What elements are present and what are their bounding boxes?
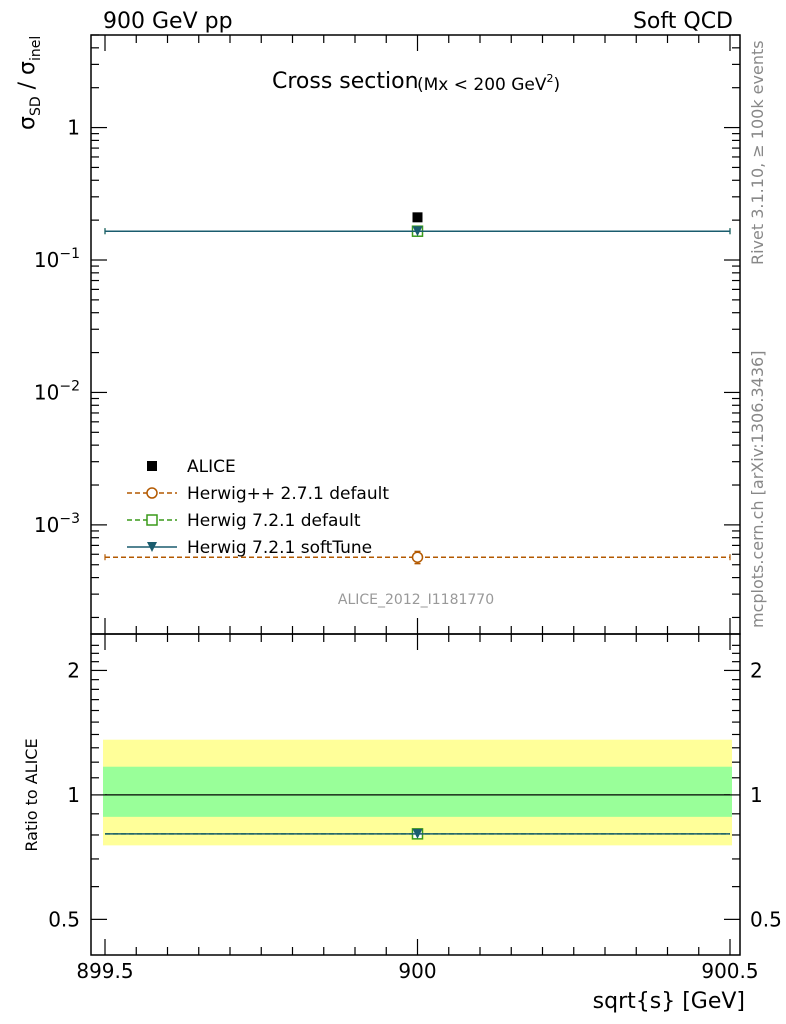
mcplots-label: mcplots.cern.ch [arXiv:1306.3436] bbox=[748, 351, 767, 628]
data-point bbox=[412, 226, 423, 237]
ratio-point bbox=[412, 828, 423, 839]
legend-label: Herwig 7.2.1 default bbox=[187, 511, 361, 531]
x-tick-label: 900 bbox=[398, 959, 436, 983]
legend: ALICE Herwig++ 2.7.1 default Herwig 7.2.1 … bbox=[127, 457, 389, 558]
x-tick-label: 899.5 bbox=[76, 959, 133, 983]
legend-marker bbox=[147, 461, 157, 471]
main-title: Cross section bbox=[272, 69, 419, 94]
legend-marker bbox=[146, 487, 158, 499]
legend-label: ALICE bbox=[187, 457, 236, 477]
ratio-y-tick-label-right: 1 bbox=[750, 783, 763, 807]
legend-entry: Herwig 7.2.1 default bbox=[127, 511, 361, 531]
x-axis-label: sqrt{s} [GeV] bbox=[593, 989, 745, 1014]
series-herwig-7-2-1-softtune bbox=[104, 226, 731, 237]
ratio-y-tick-label: 2 bbox=[67, 658, 80, 682]
main-ylabel: σSD / σinel bbox=[15, 36, 44, 130]
series-alice bbox=[412, 212, 423, 223]
ratio-y-tick-label: 0.5 bbox=[48, 907, 80, 931]
main-y-tick-label: 10−3 bbox=[34, 511, 80, 537]
ratio-y-tick-label: 1 bbox=[67, 783, 80, 807]
rivet-label: Rivet 3.1.10, ≥ 100k events bbox=[748, 40, 767, 265]
legend-entry: Herwig++ 2.7.1 default bbox=[127, 484, 389, 504]
ratio-series-herwig-7-2-1-softtune bbox=[105, 828, 730, 839]
main-y-tick-label: 10−2 bbox=[34, 378, 80, 404]
ratio-ylabel: Ratio to ALICE bbox=[22, 738, 41, 851]
legend-entry: ALICE bbox=[147, 457, 236, 477]
ratio-panel: 2 2 1 1 0.5 0.5 899.5 900 900.5 Ratio to ALICE s… bbox=[22, 633, 782, 1014]
main-y-tick-label: 1 bbox=[67, 116, 80, 140]
legend-label: Herwig++ 2.7.1 default bbox=[187, 484, 389, 504]
main-panel: 1 10−1 10−2 10−3 Cross section (Mx < 200 Ge… bbox=[15, 34, 741, 635]
main-y-tick-label: 10−1 bbox=[34, 246, 80, 272]
analysis-watermark: ALICE_2012_I1181770 bbox=[338, 592, 494, 608]
legend-entry: Herwig 7.2.1 softTune bbox=[127, 538, 372, 558]
x-tick-label: 900.5 bbox=[701, 959, 758, 983]
header-right: Soft QCD bbox=[633, 9, 733, 34]
data-point bbox=[412, 212, 423, 223]
legend-marker bbox=[146, 514, 158, 526]
main-title-suffix: (Mx < 200 GeV2) bbox=[417, 72, 560, 95]
uncertainty-band bbox=[103, 766, 732, 817]
header-left: 900 GeV pp bbox=[103, 9, 233, 34]
series-herwig-2-7-1-default bbox=[104, 550, 731, 565]
data-point bbox=[411, 551, 424, 563]
ratio-y-tick-label-right: 0.5 bbox=[750, 907, 782, 931]
legend-label: Herwig 7.2.1 softTune bbox=[187, 538, 372, 558]
ratio-y-tick-label-right: 2 bbox=[750, 658, 763, 682]
legend-marker bbox=[147, 542, 157, 552]
